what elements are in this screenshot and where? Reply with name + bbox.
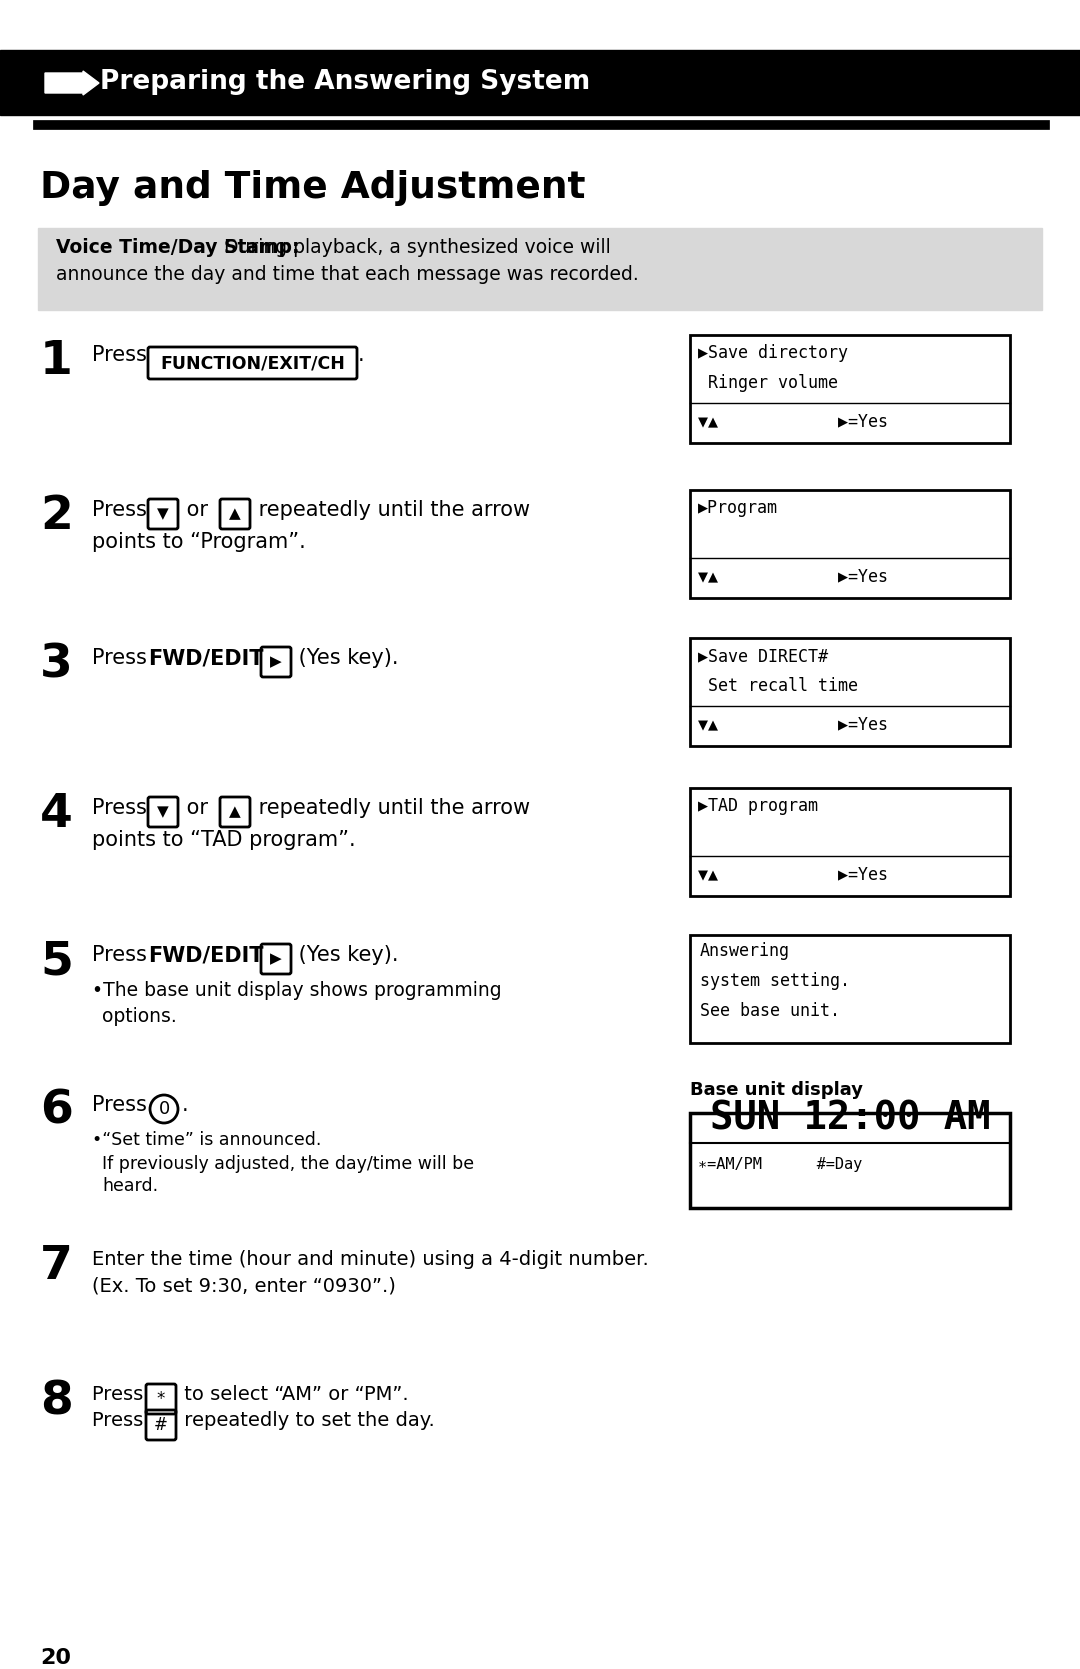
- Text: ▲: ▲: [229, 506, 241, 521]
- Text: ▼: ▼: [157, 506, 168, 521]
- Text: points to “TAD program”.: points to “TAD program”.: [92, 829, 355, 850]
- Text: ▼▲            ▶=Yes: ▼▲ ▶=Yes: [698, 412, 888, 431]
- Text: FWD/EDIT: FWD/EDIT: [148, 945, 264, 965]
- Text: ▶Save DIRECT#: ▶Save DIRECT#: [698, 648, 828, 664]
- Bar: [690, 788, 1010, 896]
- Text: Set recall time: Set recall time: [698, 678, 858, 694]
- Text: ▶Program: ▶Program: [698, 499, 778, 517]
- Text: Press: Press: [92, 501, 153, 521]
- Text: Press: Press: [92, 798, 153, 818]
- Bar: [0, 50, 1080, 115]
- Text: Press: Press: [92, 1095, 153, 1115]
- Text: ▲: ▲: [229, 804, 241, 819]
- Text: Press: Press: [92, 345, 153, 366]
- Text: repeatedly until the arrow: repeatedly until the arrow: [252, 798, 530, 818]
- Bar: [38, 229, 1042, 310]
- Text: *: *: [157, 1390, 165, 1409]
- Text: ▶: ▶: [270, 654, 282, 669]
- Text: Base unit display: Base unit display: [690, 1082, 863, 1098]
- Text: to select “AM” or “PM”.: to select “AM” or “PM”.: [178, 1385, 408, 1404]
- Text: 3: 3: [40, 643, 72, 688]
- Text: 4: 4: [40, 793, 72, 836]
- Bar: [690, 491, 1010, 598]
- Bar: [690, 935, 1010, 1043]
- Text: Preparing the Answering System: Preparing the Answering System: [100, 68, 591, 95]
- Text: Press: Press: [92, 1385, 149, 1404]
- Text: 6: 6: [40, 1088, 72, 1133]
- Text: ∗=AM/PM      #=Day: ∗=AM/PM #=Day: [698, 1158, 862, 1173]
- Text: Day and Time Adjustment: Day and Time Adjustment: [40, 170, 585, 205]
- Text: heard.: heard.: [102, 1177, 158, 1195]
- Text: ▶TAD program: ▶TAD program: [698, 798, 818, 814]
- Text: #: #: [154, 1415, 167, 1434]
- Text: 1: 1: [40, 339, 72, 384]
- Text: options.: options.: [102, 1006, 177, 1026]
- Text: •The base unit display shows programming: •The base unit display shows programming: [92, 981, 501, 1000]
- Text: ▼▲            ▶=Yes: ▼▲ ▶=Yes: [698, 865, 888, 883]
- Text: repeatedly to set the day.: repeatedly to set the day.: [178, 1410, 435, 1430]
- FancyArrow shape: [45, 72, 99, 95]
- Text: or: or: [180, 798, 215, 818]
- Text: FUNCTION/EXIT/CH: FUNCTION/EXIT/CH: [160, 354, 345, 372]
- Text: ▼▲            ▶=Yes: ▼▲ ▶=Yes: [698, 567, 888, 586]
- Text: 0: 0: [159, 1100, 170, 1118]
- Text: Enter the time (hour and minute) using a 4-digit number.: Enter the time (hour and minute) using a…: [92, 1250, 649, 1268]
- Text: 2: 2: [40, 494, 72, 539]
- Bar: [690, 638, 1010, 746]
- Text: .: .: [183, 1095, 189, 1115]
- Text: FWD/EDIT: FWD/EDIT: [148, 648, 264, 668]
- Text: 20: 20: [40, 1647, 71, 1667]
- Text: (Yes key).: (Yes key).: [292, 648, 399, 668]
- Text: Press: Press: [92, 1410, 149, 1430]
- Text: ▶Save directory: ▶Save directory: [698, 344, 848, 362]
- Text: points to “Program”.: points to “Program”.: [92, 532, 306, 552]
- Bar: [690, 335, 1010, 442]
- Text: ▶: ▶: [270, 951, 282, 966]
- Text: (Ex. To set 9:30, enter “0930”.): (Ex. To set 9:30, enter “0930”.): [92, 1277, 396, 1295]
- Text: .: .: [357, 345, 365, 366]
- Text: or: or: [180, 501, 215, 521]
- Text: Ringer volume: Ringer volume: [698, 374, 838, 392]
- Text: See base unit.: See base unit.: [700, 1001, 840, 1020]
- Text: •“Set time” is announced.: •“Set time” is announced.: [92, 1132, 322, 1148]
- Text: ▼: ▼: [157, 804, 168, 819]
- Text: Press: Press: [92, 648, 153, 668]
- Bar: [690, 1113, 1010, 1208]
- Text: 8: 8: [40, 1379, 72, 1424]
- Text: 7: 7: [40, 1243, 72, 1288]
- Text: ▼▲            ▶=Yes: ▼▲ ▶=Yes: [698, 714, 888, 733]
- Text: 5: 5: [40, 940, 72, 985]
- Text: repeatedly until the arrow: repeatedly until the arrow: [252, 501, 530, 521]
- Text: (Yes key).: (Yes key).: [292, 945, 399, 965]
- Text: announce the day and time that each message was recorded.: announce the day and time that each mess…: [56, 265, 638, 284]
- Text: If previously adjusted, the day/time will be: If previously adjusted, the day/time wil…: [102, 1155, 474, 1173]
- Text: Voice Time/Day Stamp:: Voice Time/Day Stamp:: [56, 239, 299, 257]
- Text: SUN 12:00 AM: SUN 12:00 AM: [710, 1100, 990, 1138]
- Text: system setting.: system setting.: [700, 971, 850, 990]
- Text: During playback, a synthesized voice will: During playback, a synthesized voice wil…: [218, 239, 611, 257]
- Text: Press: Press: [92, 945, 153, 965]
- Text: Answering: Answering: [700, 941, 789, 960]
